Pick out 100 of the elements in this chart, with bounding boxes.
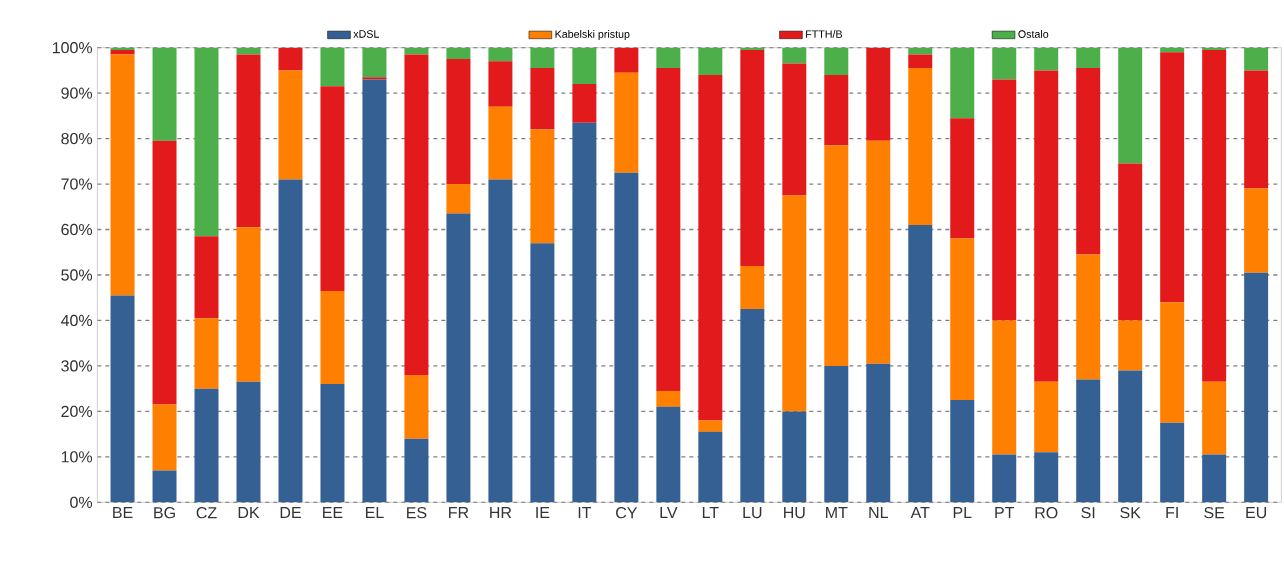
bar (1160, 302, 1185, 423)
x-tick-label: AT (910, 507, 930, 519)
bar (362, 79, 387, 503)
x-tick-label: PL (953, 507, 972, 519)
bar (824, 47, 849, 75)
bar (1160, 422, 1185, 503)
bar (236, 381, 261, 503)
x-tick-label: BE (113, 507, 133, 519)
bar (992, 79, 1017, 321)
bar (1076, 68, 1101, 255)
x-tick-label: IE (536, 507, 550, 519)
bar (236, 54, 261, 228)
bar (320, 86, 345, 291)
bar (488, 47, 513, 62)
bar (152, 404, 177, 471)
legend-label: FTTH/B (806, 30, 843, 38)
x-tick-label: NL (869, 507, 888, 519)
legend-label: Kabelski pristup (555, 30, 630, 40)
x-tick-label: CZ (196, 507, 217, 519)
x-tick-label: MT (826, 507, 848, 519)
bar (362, 47, 387, 78)
bar (1118, 163, 1143, 321)
bar (950, 238, 975, 401)
bar (530, 243, 555, 503)
x-tick-label: ES (407, 507, 427, 519)
x-tick-label: DK (238, 507, 260, 519)
x-tick-label: CY (616, 507, 638, 519)
x-tick-label: DE (280, 507, 301, 519)
bar (908, 68, 933, 225)
bar (698, 431, 723, 503)
y-tick-label: 30% (61, 360, 93, 372)
bar (782, 47, 807, 64)
bar (446, 59, 471, 185)
y-tick-label: 90% (61, 87, 93, 99)
bar (1076, 379, 1101, 503)
legend-label: Ostalo (1018, 30, 1049, 38)
bar (320, 384, 345, 503)
y-tick-label: 80% (61, 132, 93, 145)
bar (446, 47, 471, 60)
bar (992, 454, 1017, 503)
bar (278, 70, 303, 180)
bar (908, 224, 933, 503)
bar (656, 390, 681, 407)
bar (950, 47, 975, 119)
bar (1118, 320, 1143, 371)
bar (656, 406, 681, 503)
x-tick-label: SI (1081, 507, 1095, 519)
y-tick-label: 10% (61, 451, 93, 463)
x-tick-label: BG (154, 507, 175, 519)
bar (614, 172, 639, 503)
bar (698, 47, 723, 75)
y-tick-label: 20% (61, 405, 93, 418)
bar (740, 309, 765, 503)
bar (530, 47, 555, 69)
bar (152, 470, 177, 503)
bar (194, 47, 219, 237)
x-tick-label: LT (702, 507, 719, 519)
bar (1244, 188, 1269, 273)
bar (152, 47, 177, 141)
y-tick-label: 50% (61, 269, 93, 281)
bar (110, 295, 135, 503)
y-tick-label: 70% (61, 178, 93, 190)
bar (1034, 70, 1059, 382)
bar (530, 129, 555, 244)
y-tick-label: 100% (52, 42, 93, 54)
bar (656, 68, 681, 391)
bar (320, 47, 345, 87)
bar (782, 63, 807, 196)
bar (866, 363, 891, 503)
bar (698, 74, 723, 421)
y-tick-label: 40% (60, 314, 93, 327)
bar (1034, 381, 1059, 453)
x-tick-label: HU (784, 507, 805, 519)
y-tick-label: 60% (61, 223, 93, 236)
bar (194, 236, 219, 319)
bar (740, 265, 765, 310)
bar (1202, 381, 1227, 455)
bar (194, 318, 219, 389)
bar (278, 179, 303, 503)
bar (572, 122, 597, 503)
legend-label: xDSL (353, 30, 380, 38)
bar (320, 290, 345, 385)
bar (488, 179, 513, 503)
x-tick-label: FI (1166, 507, 1178, 519)
bar (656, 47, 681, 69)
bar (1076, 254, 1101, 380)
bar (194, 388, 219, 503)
bar (1202, 454, 1227, 503)
bar (488, 106, 513, 180)
x-tick-label: HR (490, 507, 512, 519)
x-tick-label: EU (1246, 507, 1267, 519)
x-tick-label: SE (1204, 507, 1225, 519)
x-tick-label: EL (365, 507, 384, 519)
bar (404, 438, 429, 503)
x-tick-label: SK (1120, 507, 1141, 519)
bar (614, 47, 639, 73)
x-tick-label: IT (578, 507, 592, 519)
bar (1034, 452, 1059, 503)
bar (404, 375, 429, 439)
bar (1118, 47, 1143, 164)
